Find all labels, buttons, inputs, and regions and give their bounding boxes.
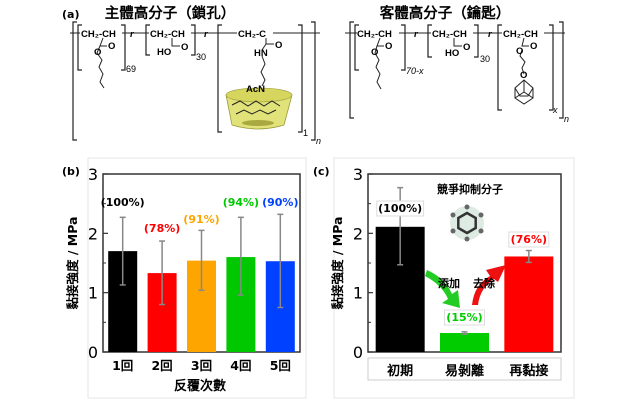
svg-text:O: O — [108, 41, 115, 52]
guest-unit2-backbone: CH₂-CH — [432, 29, 467, 40]
x-tick-label: 5回 — [270, 358, 291, 373]
x-tick-label: 4回 — [230, 358, 251, 373]
host-unit2-group: HO — [157, 47, 171, 58]
svg-text:O: O — [371, 47, 378, 58]
guest-unit2-subscript: 30 — [480, 54, 490, 64]
y-tick-label: 0 — [88, 343, 98, 362]
panel-b-frame — [87, 157, 307, 399]
host-polymer-structure: 主體高分子（鎖孔） CH₂-CH O O 69 r CH₂-CH O HO 30… — [70, 4, 321, 146]
data-label-box — [508, 231, 550, 248]
y-tick-label: 2 — [88, 224, 98, 243]
x-tick-label: 初期 — [387, 363, 413, 379]
panel-b-label: (b) — [62, 165, 80, 178]
benzene-molecule-icon — [450, 204, 484, 242]
inhibitor-label: 競爭抑制分子 — [437, 182, 503, 196]
random-marker: r — [488, 29, 493, 40]
x-tick-label: 易剝離 — [445, 363, 484, 379]
data-label: (91%) — [183, 213, 219, 226]
host-unit3-subscript: 1 — [303, 128, 308, 138]
svg-text:O: O — [520, 70, 527, 81]
category-box — [367, 357, 562, 381]
random-marker: r — [414, 29, 419, 40]
host-unit3-linker: AcN — [246, 84, 265, 95]
host-unit3-amide: HN — [254, 48, 268, 59]
x-tick-label: 3回 — [191, 358, 212, 373]
y-tick-label: 3 — [353, 165, 363, 184]
data-label: (100%) — [378, 202, 422, 215]
random-marker: r — [204, 29, 209, 40]
host-polymer-subscript: n — [316, 136, 321, 146]
y-tick-label: 1 — [88, 284, 98, 303]
svg-text:O: O — [275, 40, 282, 51]
host-title: 主體高分子（鎖孔） — [105, 4, 236, 22]
host-unit3-backbone: CH₂-C — [238, 29, 266, 40]
guest-title: 客體高分子（鑰匙） — [379, 4, 511, 22]
guest-polymer-subscript: n — [564, 114, 569, 124]
cyclodextrin-icon — [225, 87, 293, 130]
x-axis-label: 反覆次數 — [174, 378, 226, 394]
data-label-box — [376, 200, 425, 217]
svg-text:O: O — [181, 42, 188, 53]
data-label: (94%) — [223, 196, 259, 209]
svg-text:O: O — [94, 47, 101, 58]
random-marker: r — [130, 29, 135, 40]
host-unit2-subscript: 30 — [196, 52, 206, 62]
add-arrow-icon — [425, 270, 460, 308]
data-label: (76%) — [511, 233, 547, 246]
y-tick-label: 3 — [88, 165, 98, 184]
remove-arrow-icon — [472, 265, 506, 305]
x-tick-label: 1回 — [112, 358, 133, 373]
data-label-box — [444, 309, 485, 326]
x-tick-label: 2回 — [151, 358, 172, 373]
panel-c-frame — [333, 157, 575, 399]
svg-text:O: O — [463, 42, 470, 53]
chart-b: (b) 反覆次數 0 1 2 3 黏接強度 / MPa (100%) 1回 (78%) 2回 (9… — [62, 157, 307, 399]
bar — [504, 256, 554, 352]
bar — [440, 333, 489, 352]
panel-a-label: (a) — [62, 8, 79, 21]
data-label: (78%) — [144, 222, 180, 235]
svg-text:O: O — [385, 41, 392, 52]
panel-c-label: (c) — [313, 165, 330, 178]
y-tick-label: 2 — [353, 224, 363, 243]
data-label: (100%) — [101, 196, 145, 209]
adamantane-icon — [514, 79, 534, 105]
data-label: (90%) — [262, 196, 298, 209]
guest-unit3-subscript: x — [552, 105, 558, 115]
y-axis-label: 黏接強度 / MPa — [65, 217, 80, 310]
y-tick-label: 1 — [353, 284, 363, 303]
add-label: 添加 — [438, 276, 460, 290]
chart-c: (c) 0 1 2 3 黏接強度 / MPa (100%) 初期 (15%) 易剝離 (76%) 再… — [313, 157, 575, 399]
y-axis-label: 黏接強度 / MPa — [330, 217, 345, 310]
data-label: (15%) — [446, 311, 482, 324]
guest-unit3-backbone: CH₂-CH — [503, 29, 538, 40]
x-tick-label: 再黏接 — [509, 363, 548, 379]
svg-text:O: O — [516, 46, 523, 57]
host-unit1-subscript: 69 — [126, 64, 136, 74]
host-unit1-backbone: CH₂-CH — [81, 29, 116, 40]
guest-unit2-group: HO — [445, 48, 459, 59]
host-unit2-backbone: CH₂-CH — [150, 29, 185, 40]
panel-a: (a) 主體高分子（鎖孔） CH₂-CH O O 69 r CH₂-CH O H… — [62, 4, 569, 146]
y-tick-label: 0 — [353, 343, 363, 362]
guest-polymer-structure: 客體高分子（鑰匙） CH₂-CH O O 70-x r CH₂-CH O HO … — [345, 4, 569, 124]
remove-label: 去除 — [473, 276, 496, 290]
svg-text:O: O — [530, 41, 537, 52]
guest-unit1-backbone: CH₂-CH — [357, 29, 392, 40]
guest-unit1-subscript: 70-x — [406, 66, 424, 76]
